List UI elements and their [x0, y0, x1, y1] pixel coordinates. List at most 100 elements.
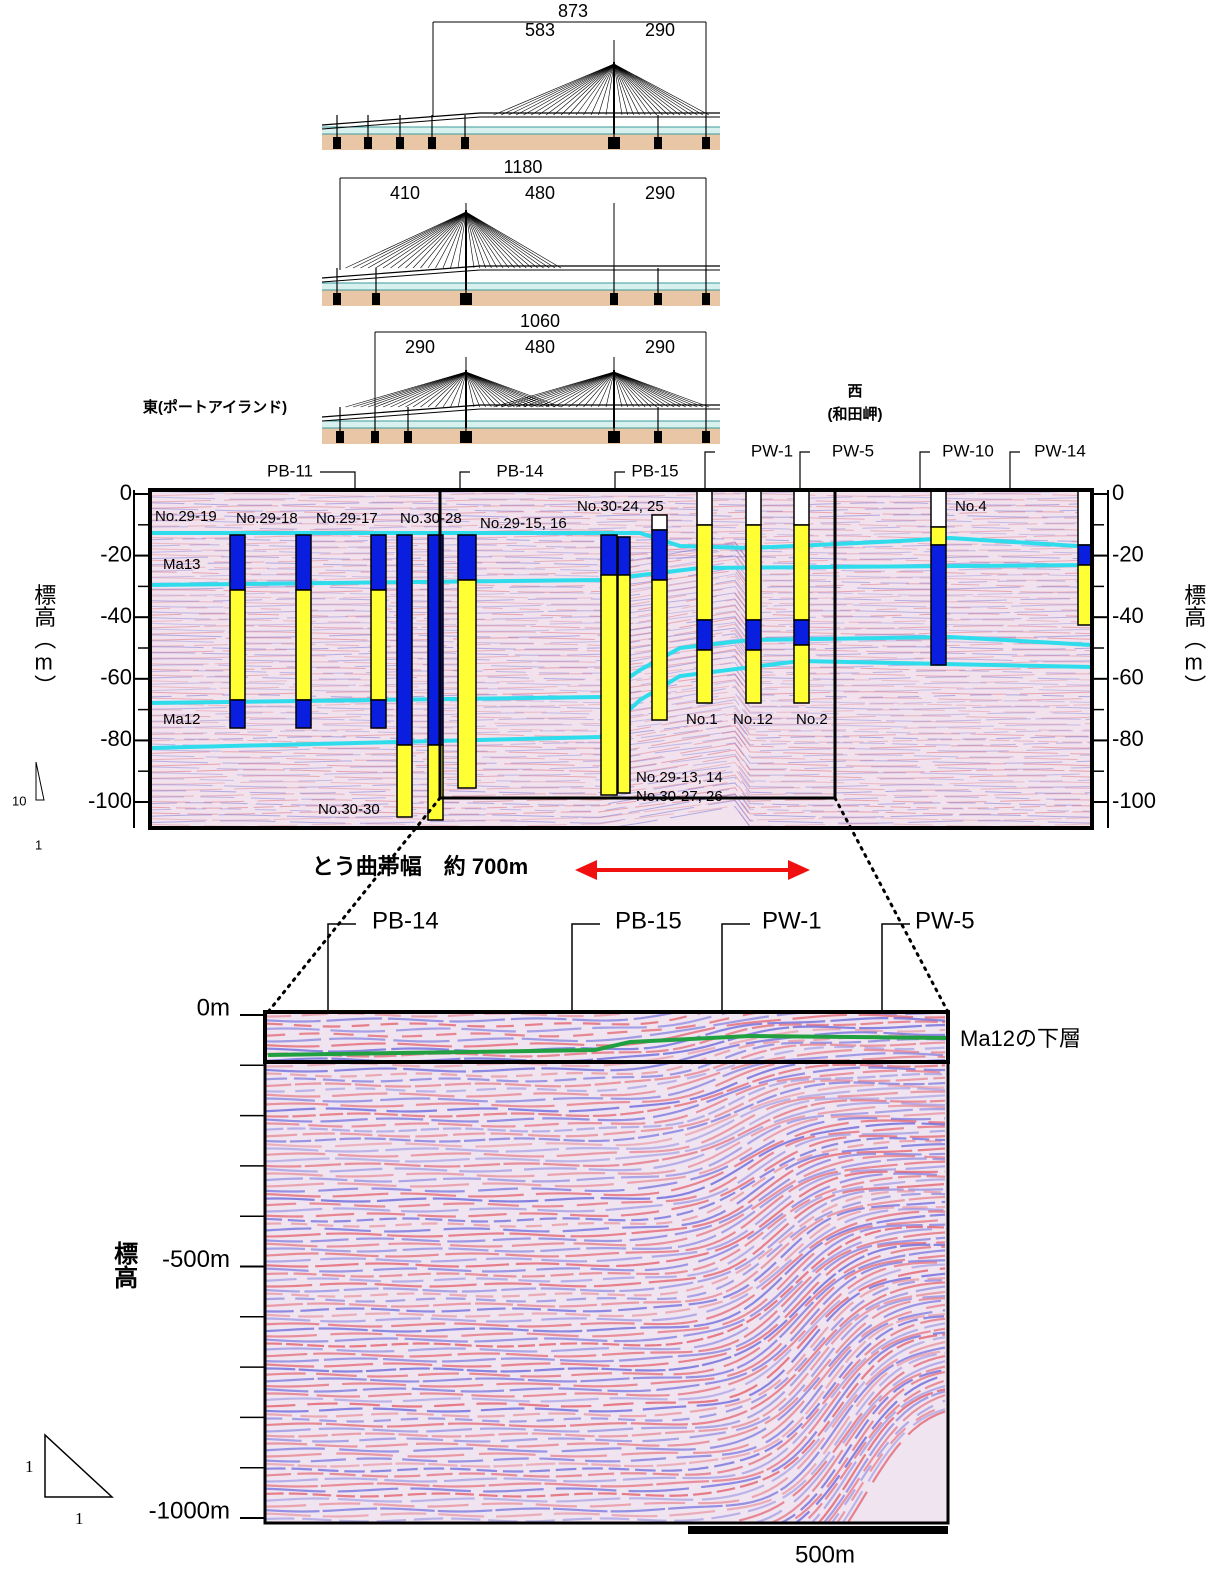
label: 290 — [645, 183, 675, 203]
seismic-trace — [265, 1076, 946, 1138]
zoom-guide — [266, 796, 442, 1014]
cable — [465, 211, 492, 269]
footing — [608, 137, 620, 149]
borehole-segment — [793, 644, 810, 704]
seismic-trace — [265, 1336, 946, 1503]
cable — [613, 63, 658, 116]
label: PW-1 — [751, 441, 793, 460]
seismic-trace — [265, 1104, 946, 1178]
borehole-segment — [229, 534, 246, 591]
label: 480 — [525, 337, 555, 357]
cable — [375, 371, 467, 408]
zoom-frame — [438, 488, 837, 800]
seismic-trace — [265, 1178, 946, 1283]
cable — [613, 371, 657, 408]
label: No.30-24, 25 — [577, 498, 664, 515]
footing — [336, 431, 344, 443]
zoom-guide — [833, 796, 950, 1014]
cable — [465, 371, 492, 408]
seismic-trace — [265, 1147, 946, 1238]
seismic-trace — [265, 1012, 647, 1018]
footing — [404, 431, 412, 443]
seismic-trace — [265, 1112, 946, 1188]
label: 0 — [1112, 480, 1124, 505]
seismic-trace — [265, 1034, 946, 1078]
borehole-segment — [651, 529, 668, 581]
borehole-segment — [745, 619, 762, 651]
label: 1 — [35, 837, 42, 852]
borehole-segment — [1077, 489, 1093, 546]
borehole-segment — [370, 589, 387, 701]
label: PB-15 — [631, 461, 678, 480]
label: PW-1 — [762, 907, 822, 934]
seismic-trace — [265, 1139, 946, 1228]
borehole-segment — [295, 589, 312, 701]
seismic-trace — [265, 1137, 946, 1223]
cable — [360, 211, 467, 269]
seismic-trace — [265, 1279, 946, 1423]
label: No.30-27, 26 — [636, 788, 723, 805]
cable — [613, 371, 686, 408]
footing — [702, 137, 710, 149]
label: No.2 — [796, 711, 828, 728]
label: Ma12の下層 — [960, 1026, 1081, 1051]
seismic-trace — [265, 1322, 946, 1483]
cable — [613, 63, 704, 116]
cable — [493, 371, 615, 408]
seismic-trace — [265, 1090, 946, 1158]
cable — [613, 63, 629, 116]
label: (和田岬) — [828, 406, 883, 423]
seismic-trace — [265, 1295, 946, 1443]
cable — [382, 211, 467, 269]
seismic-trace — [265, 1254, 946, 1388]
seismic-trace — [265, 1129, 946, 1213]
well-leader — [919, 451, 930, 490]
y-tick-label: -1000m — [149, 1497, 230, 1524]
seismic-trace — [265, 1134, 946, 1218]
seismic-trace — [265, 1317, 946, 1478]
seismic-trace — [778, 1368, 946, 1523]
seismic-trace — [265, 1170, 946, 1268]
borehole-segment — [457, 534, 477, 581]
well-leader — [320, 471, 356, 490]
label: 標高 — [110, 1241, 138, 1289]
cable — [613, 63, 692, 116]
label: No.29-15, 16 — [480, 515, 567, 532]
seismic-trace — [265, 1081, 946, 1143]
cable — [465, 211, 538, 269]
seismic-trace — [825, 1394, 946, 1523]
label: 410 — [390, 183, 420, 203]
seismic-trace — [265, 1245, 946, 1378]
cable — [613, 371, 710, 408]
seismic-trace — [265, 1094, 946, 1163]
cable — [613, 63, 710, 116]
seismic-trace — [265, 1122, 946, 1203]
seismic-trace — [265, 1066, 946, 1123]
cable — [538, 371, 615, 408]
cable — [613, 371, 640, 408]
horizon — [267, 1033, 949, 1057]
seismic-trace — [265, 1117, 946, 1193]
label: 標高（m） — [1181, 584, 1206, 697]
deck — [321, 112, 720, 126]
cable — [465, 211, 486, 269]
footing — [610, 293, 618, 305]
footing — [608, 431, 620, 443]
footing — [333, 137, 341, 149]
seismic-trace — [265, 1333, 946, 1498]
seismic-trace — [265, 1012, 946, 1043]
cable — [568, 371, 615, 408]
cable — [442, 371, 467, 408]
seismic-trace — [265, 1315, 946, 1473]
cable — [465, 211, 544, 269]
seismic-trace — [265, 1012, 736, 1033]
cable — [465, 371, 521, 408]
seismic-trace — [265, 1069, 946, 1128]
cable — [560, 371, 615, 408]
cable — [465, 371, 556, 408]
seismic-trace — [810, 1384, 946, 1523]
cable — [360, 371, 467, 408]
seismic-trace — [265, 1037, 946, 1083]
footing — [372, 293, 380, 305]
cable — [465, 211, 515, 269]
